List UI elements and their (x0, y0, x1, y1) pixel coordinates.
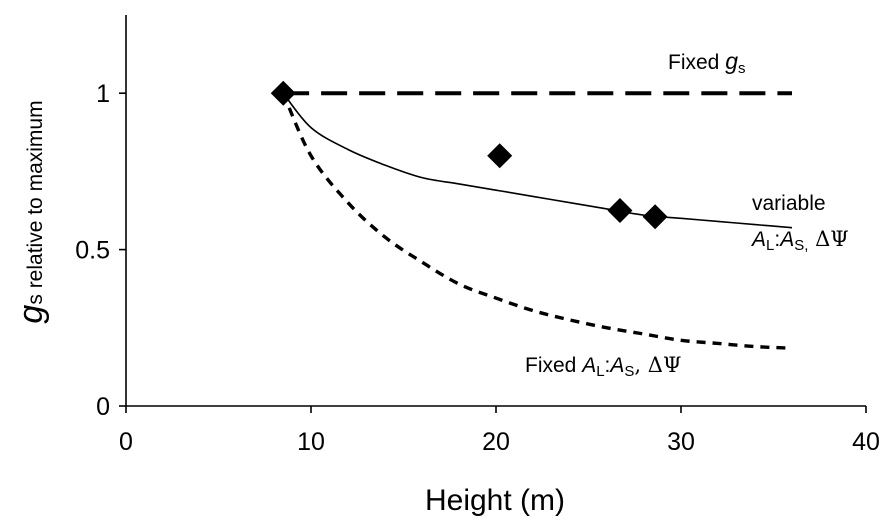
y-tick-label: 0.5 (75, 237, 110, 265)
x-tick-label: 40 (852, 428, 880, 456)
data-point-diamond (642, 204, 668, 230)
annotation-fixed-al-a1: A (580, 354, 596, 377)
data-point-diamond (487, 143, 513, 169)
annotation-fixed-al-delta: , ΔΨ (634, 353, 681, 377)
annotation-fixed-al-s1: L (596, 363, 604, 380)
y-axis-title-subscript: s (24, 294, 47, 305)
annotation-variable-a1: A (750, 228, 766, 251)
annotation-fixed-gs-prefix: Fixed (668, 51, 725, 74)
y-tick-label: 1 (96, 80, 110, 108)
series-line-solid (282, 92, 793, 229)
annotation-variable-line2: AL:AS, ΔΨ (750, 227, 849, 254)
annotation-variable-colon: : (774, 228, 780, 251)
annotation-fixed-gs-subscript: s (738, 60, 746, 77)
annotation-fixed-al-a2: A (608, 354, 624, 377)
annotation-variable-a2: A (778, 228, 794, 251)
y-axis-title-symbol: g (12, 305, 50, 324)
annotation-variable-s2: S, (794, 237, 808, 254)
annotation-variable-s1: L (766, 237, 774, 254)
series-group (270, 80, 793, 350)
x-tick-label: 30 (667, 428, 695, 456)
annotation-fixed-al-s2: S (624, 363, 634, 380)
annotation-variable-line1: variable (752, 192, 826, 215)
x-tick-label: 10 (297, 428, 325, 456)
annotation-fixed-al-as: Fixed AL:AS, ΔΨ (525, 353, 681, 380)
annotation-fixed-gs: Fixed gs (668, 48, 745, 77)
y-axis-title-rest: relative to maximum (24, 100, 47, 294)
y-axis-title: gs relative to maximum (12, 100, 50, 323)
x-tick-label: 20 (482, 428, 510, 456)
data-point-diamond (270, 80, 296, 106)
data-point-diamond (607, 198, 633, 223)
axes: 0 10 20 30 40 0 0.5 1 (75, 15, 880, 456)
annotation-fixed-al-prefix: Fixed (525, 354, 582, 377)
y-tick-label: 0 (96, 393, 110, 421)
annotation-variable-delta: ΔΨ (808, 227, 848, 251)
annotation-fixed-al-colon: : (605, 354, 611, 377)
x-axis-title: Height (m) (425, 484, 565, 517)
annotation-fixed-gs-symbol: g (725, 48, 738, 74)
x-tick-label: 0 (119, 428, 133, 456)
